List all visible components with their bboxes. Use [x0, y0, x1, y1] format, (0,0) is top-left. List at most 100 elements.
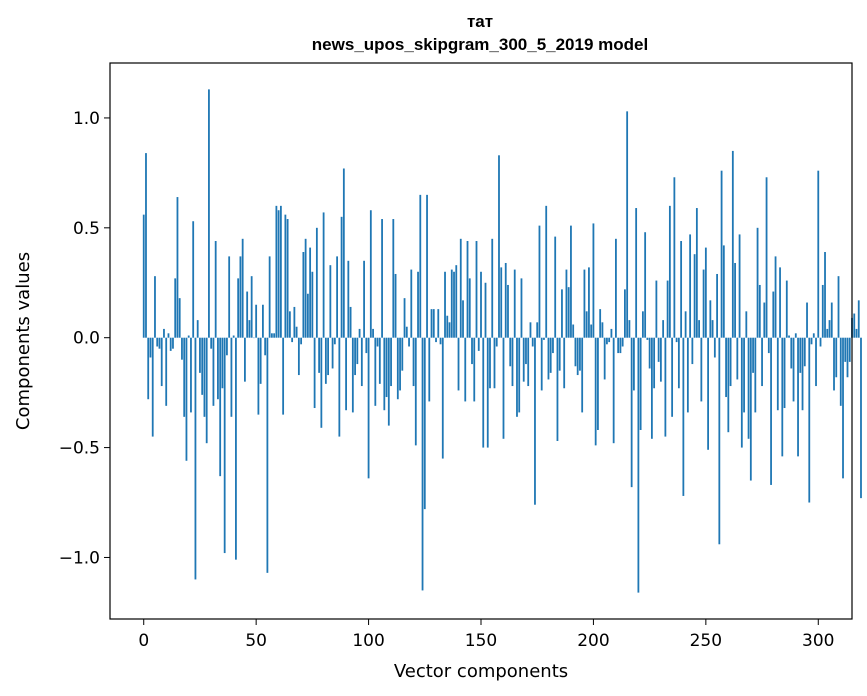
bar-190 — [570, 225, 572, 338]
bar-107 — [383, 337, 386, 411]
bar-266 — [740, 337, 743, 448]
bar-197 — [585, 311, 588, 338]
bar-159 — [500, 267, 503, 338]
bar-6 — [156, 337, 159, 347]
bar-83 — [329, 265, 332, 338]
bar-117 — [405, 326, 408, 338]
x-tick-label-6: 300 — [802, 631, 834, 651]
bar-147 — [473, 337, 476, 402]
bar-273 — [756, 227, 759, 338]
bar-265 — [738, 234, 741, 338]
bar-86 — [336, 256, 338, 338]
bar-234 — [668, 205, 671, 338]
bar-88 — [340, 216, 343, 338]
bar-52 — [259, 337, 262, 384]
bar-47 — [248, 320, 251, 338]
bar-60 — [277, 210, 280, 338]
bar-142 — [462, 300, 464, 338]
bar-87 — [338, 337, 341, 437]
bar-3 — [149, 337, 152, 358]
bar-276 — [763, 302, 766, 338]
bar-1 — [145, 153, 147, 338]
bar-295 — [806, 302, 808, 338]
bar-65 — [288, 311, 291, 338]
bar-284 — [781, 337, 784, 457]
bar-226 — [650, 337, 653, 439]
bar-236 — [673, 177, 676, 338]
bar-4 — [151, 337, 154, 437]
bar-304 — [826, 328, 829, 338]
bar-239 — [680, 241, 683, 338]
bar-39 — [230, 337, 233, 417]
bar-series — [142, 89, 862, 593]
bar-305 — [828, 320, 831, 338]
bar-5 — [154, 276, 156, 338]
bar-164 — [511, 337, 514, 387]
bar-274 — [758, 284, 761, 338]
bar-29 — [208, 89, 210, 338]
bar-254 — [713, 337, 716, 358]
bar-314 — [848, 337, 851, 362]
bar-208 — [610, 328, 613, 338]
bar-201 — [594, 337, 597, 446]
bar-297 — [810, 337, 813, 345]
bar-287 — [788, 335, 790, 338]
bar-187 — [563, 337, 566, 389]
bar-55 — [266, 337, 269, 573]
bar-289 — [792, 337, 795, 402]
bar-185 — [558, 337, 561, 371]
bar-224 — [646, 337, 649, 340]
bar-302 — [821, 284, 824, 338]
bar-34 — [219, 337, 222, 477]
bar-84 — [331, 337, 334, 369]
bar-38 — [228, 256, 231, 338]
bar-141 — [459, 238, 462, 338]
bar-17 — [181, 337, 183, 360]
bar-204 — [601, 322, 604, 338]
bar-306 — [830, 302, 833, 338]
bar-71 — [302, 252, 305, 338]
x-axis-ticks: 0 50 100 150 200 250 300 — [138, 619, 834, 651]
bar-229 — [657, 337, 660, 362]
bar-26 — [201, 337, 204, 395]
bar-247 — [698, 320, 700, 338]
x-tick-label-1: 50 — [245, 631, 267, 651]
bar-249 — [702, 269, 705, 338]
bar-279 — [770, 337, 772, 485]
bar-182 — [552, 337, 554, 354]
bar-104 — [376, 337, 379, 347]
bar-112 — [394, 273, 397, 338]
bar-228 — [655, 280, 658, 338]
bar-79 — [320, 337, 323, 428]
bar-192 — [574, 337, 577, 367]
bar-62 — [282, 337, 285, 415]
bar-36 — [223, 337, 226, 554]
bar-313 — [846, 337, 849, 378]
bar-170 — [525, 337, 527, 365]
bar-292 — [799, 337, 802, 373]
bar-0 — [142, 214, 145, 338]
bar-263 — [734, 262, 736, 338]
bar-209 — [612, 337, 615, 444]
bar-262 — [731, 150, 734, 338]
bar-56 — [268, 256, 271, 338]
bar-251 — [707, 337, 709, 450]
x-tick-label-2: 100 — [352, 631, 384, 651]
bar-15 — [176, 197, 179, 338]
bar-124 — [421, 337, 424, 591]
bar-53 — [262, 304, 264, 338]
bar-178 — [543, 337, 545, 340]
bar-63 — [284, 214, 287, 338]
bar-89 — [342, 168, 345, 338]
bar-132 — [439, 337, 442, 345]
bar-217 — [630, 337, 633, 488]
bar-311 — [842, 337, 844, 479]
bar-290 — [794, 333, 797, 338]
bar-138 — [453, 271, 455, 338]
bar-309 — [837, 276, 840, 338]
bar-181 — [549, 337, 552, 373]
bar-186 — [561, 289, 563, 338]
bar-57 — [270, 333, 273, 338]
bar-205 — [603, 337, 606, 380]
